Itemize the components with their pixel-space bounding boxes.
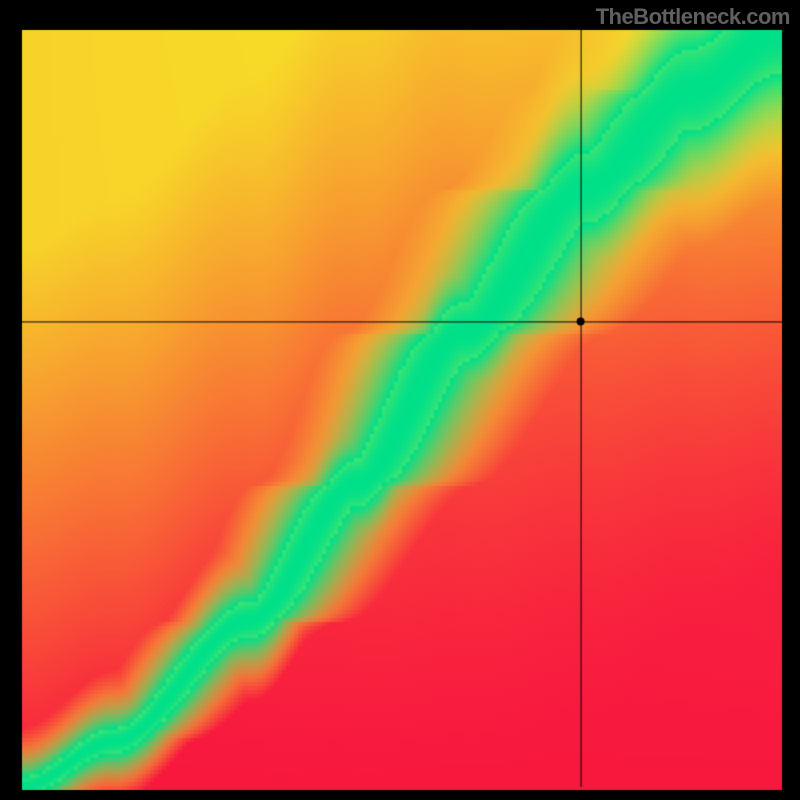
attribution-label: TheBottleneck.com xyxy=(596,4,790,30)
chart-container: TheBottleneck.com xyxy=(0,0,800,800)
bottleneck-heatmap-canvas xyxy=(0,0,800,800)
